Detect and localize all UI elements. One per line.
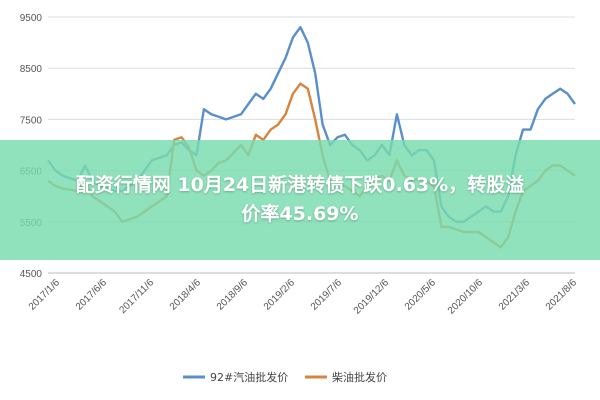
legend-label-1: 柴油批发价 [332, 370, 387, 384]
headline-line-1: 配资行情网 10月24日新港转债下跌0.63%，转股溢 [75, 173, 525, 196]
y-tick-label-4: 8500 [20, 64, 43, 75]
x-tick-label-0: 2017/1/6 [27, 277, 63, 313]
x-tick-label-3: 2018/4/6 [168, 277, 204, 313]
x-tick-label-10: 2021/3/6 [497, 277, 533, 313]
x-tick-label-2: 2017/11/6 [117, 277, 156, 316]
x-tick-label-11: 2021/8/6 [544, 277, 580, 313]
y-tick-label-5: 9500 [20, 13, 43, 24]
x-tick-label-5: 2019/2/6 [262, 277, 298, 313]
x-tick-label-8: 2020/5/6 [403, 277, 439, 313]
headline-banner: 配资行情网 10月24日新港转债下跌0.63%，转股溢 价率45.69% [0, 140, 600, 260]
x-tick-label-4: 2018/9/6 [215, 277, 251, 313]
headline-line-2: 价率45.69% [241, 203, 359, 225]
legend-label-0: 92#汽油批发价 [210, 370, 288, 384]
y-tick-label-3: 7500 [20, 115, 43, 126]
headline-text: 配资行情网 10月24日新港转债下跌0.63%，转股溢 价率45.69% [76, 171, 524, 230]
x-tick-label-1: 2017/6/6 [74, 277, 110, 313]
x-tick-label-7: 2019/12/6 [352, 277, 392, 317]
y-tick-label-0: 4500 [20, 269, 43, 280]
x-tick-label-6: 2019/7/6 [309, 277, 345, 313]
x-tick-label-9: 2020/10/6 [446, 277, 486, 317]
